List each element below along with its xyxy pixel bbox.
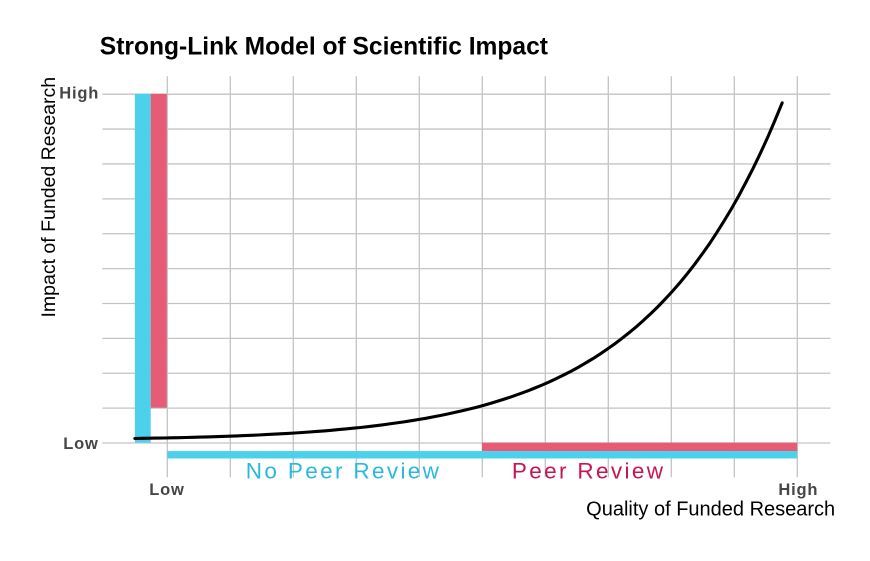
svg-text:Strong-Link Model of Scientifi: Strong-Link Model of Scientific Impact (100, 33, 548, 60)
svg-text:Low: Low (63, 435, 98, 453)
svg-text:Low: Low (149, 481, 184, 499)
svg-text:High: High (59, 84, 99, 102)
svg-text:High: High (778, 481, 818, 499)
svg-text:Quality of Funded Research: Quality of Funded Research (586, 499, 835, 521)
svg-text:Impact of Funded Research: Impact of Funded Research (38, 77, 60, 318)
svg-text:No Peer Review: No Peer Review (246, 458, 441, 483)
svg-text:Peer Review: Peer Review (512, 458, 665, 483)
